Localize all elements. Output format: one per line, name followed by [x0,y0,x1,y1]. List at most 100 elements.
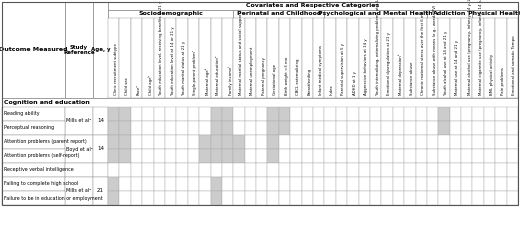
Bar [199,163,211,177]
Bar [450,149,461,163]
Bar [267,149,279,163]
Bar [165,107,176,121]
Bar [336,18,347,98]
Bar [120,149,131,163]
Bar [290,107,302,121]
Bar [461,18,473,98]
Bar [290,177,302,191]
Bar [267,177,279,191]
Bar [370,163,381,177]
Bar [359,177,370,191]
Text: 14: 14 [97,119,104,123]
Bar [324,18,336,98]
Bar [415,149,427,163]
Bar [290,18,302,98]
Bar [473,149,484,163]
Bar [438,177,450,191]
Bar [324,163,336,177]
Bar [279,149,290,163]
Bar [473,107,484,121]
Bar [165,121,176,135]
Bar [176,135,188,149]
Text: ADHD at 1 y: ADHD at 1 y [353,71,357,95]
Bar [142,121,153,135]
Bar [370,18,381,98]
Bar [404,121,415,135]
Bar [199,191,211,205]
Bar [290,135,302,149]
Bar [450,18,461,98]
Bar [495,191,506,205]
Bar [142,191,153,205]
Bar [438,163,450,177]
Text: Perceptual reasoning: Perceptual reasoning [4,125,54,131]
Text: Gestational age: Gestational age [273,64,277,95]
Bar [313,191,324,205]
Bar [188,149,199,163]
Bar [153,121,165,135]
Bar [279,163,290,177]
Bar [222,191,233,205]
Bar [506,135,518,149]
Bar [415,135,427,149]
Bar [290,149,302,163]
Bar [256,177,267,191]
Bar [267,163,279,177]
Text: Maternal alcohol use (pregnancy, infancy, 14 y, 21 y)ⁱ: Maternal alcohol use (pregnancy, infancy… [467,0,472,95]
Bar [2,149,65,163]
Bar [222,149,233,163]
Bar [131,177,142,191]
Bar [347,107,359,121]
Text: Maternal educationᵉ: Maternal educationᵉ [216,56,220,95]
Bar [370,149,381,163]
Bar [120,177,131,191]
Bar [370,191,381,205]
Bar [404,191,415,205]
Bar [302,191,313,205]
Bar [473,191,484,205]
Text: Index: Index [330,84,334,95]
Bar [65,2,93,98]
Bar [484,18,495,98]
Bar [108,2,518,10]
Bar [404,18,415,98]
Bar [473,121,484,135]
Bar [290,191,302,205]
Text: Youth education level at 14 or 21 y: Youth education level at 14 or 21 y [171,26,175,95]
Text: Emotional and somatic Tempo: Emotional and somatic Tempo [512,35,516,95]
Bar [484,121,495,135]
Bar [211,135,222,149]
Bar [267,18,279,98]
Bar [461,163,473,177]
Bar [188,163,199,177]
Bar [120,121,131,135]
Bar [370,135,381,149]
Bar [256,163,267,177]
Bar [473,163,484,177]
Bar [347,149,359,163]
Bar [245,135,256,149]
Bar [2,177,65,191]
Bar [473,18,484,98]
Bar [233,163,245,177]
Text: Maternal cigarette use (pregnancy, infancy, 14 y, 21 y)ʲ: Maternal cigarette use (pregnancy, infan… [478,0,483,95]
Bar [199,149,211,163]
Bar [427,135,438,149]
Bar [120,191,131,205]
Bar [233,121,245,135]
Text: Single-parent problemᶜ: Single-parent problemᶜ [193,50,198,95]
Bar [93,107,108,135]
Bar [302,18,313,98]
Bar [131,107,142,121]
Bar [93,163,108,177]
Text: Maternal unemployment: Maternal unemployment [250,47,254,95]
Bar [461,149,473,163]
Bar [131,18,142,98]
Bar [381,107,393,121]
Bar [336,135,347,149]
Bar [427,107,438,121]
Bar [313,107,324,121]
Bar [381,121,393,135]
Text: Failing to complete high school: Failing to complete high school [4,182,78,186]
Bar [347,177,359,191]
